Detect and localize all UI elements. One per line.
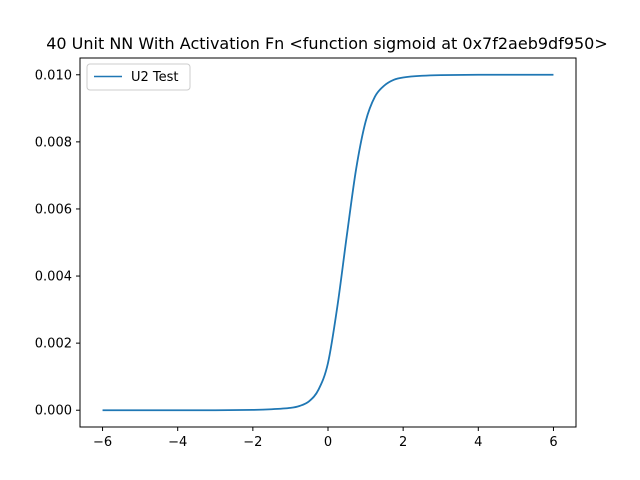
x-tick-label: 0 [324, 435, 332, 450]
y-tick-label: 0.004 [35, 270, 72, 285]
axes-frame [79, 57, 577, 428]
y-tick-label: 0.008 [35, 135, 72, 150]
series-line-u2-test [102, 73, 554, 412]
legend: U2 Test [86, 63, 191, 91]
y-tick-label: 0.006 [35, 202, 72, 217]
legend-box [86, 63, 191, 91]
x-tick-label: 6 [549, 435, 557, 450]
plot-area: −6 −4 −2 0 2 4 6 0.000 0.002 0.004 0.006 0.008 0.010 [35, 68, 558, 450]
x-tick-label: −6 [93, 435, 112, 450]
y-tick-label: 0.002 [35, 337, 72, 352]
x-tick-label: −2 [243, 435, 262, 450]
x-tick-label: 2 [399, 435, 407, 450]
x-tick-label: 4 [474, 435, 482, 450]
y-tick-label: 0.010 [35, 68, 72, 83]
chart-title: 40 Unit NN With Activation Fn <function … [46, 34, 608, 53]
x-tick-label: −4 [168, 435, 187, 450]
y-tick-label: 0.000 [35, 404, 72, 419]
legend-label-u2-test: U2 Test [131, 70, 179, 85]
